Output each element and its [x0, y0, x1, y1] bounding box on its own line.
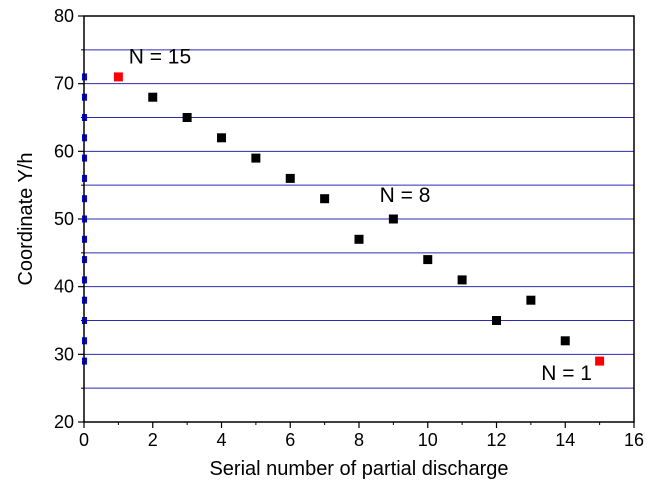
- x-tick-label: 16: [624, 430, 644, 450]
- y-tick-label: 30: [54, 344, 74, 364]
- y-tick-label: 70: [54, 74, 74, 94]
- point-series: [113, 72, 605, 366]
- y-tick-label: 60: [54, 141, 74, 161]
- axis-ticks: [78, 15, 635, 428]
- data-point: [526, 295, 536, 305]
- data-point: [457, 275, 467, 285]
- x-tick-label: 6: [285, 430, 295, 450]
- annotations: N = 15 N = 8 N = 1: [129, 45, 592, 385]
- annotation-label: N = 8: [380, 184, 431, 207]
- data-point: [354, 234, 364, 244]
- y-tick-label: 80: [54, 6, 74, 26]
- x-axis-label: Serial number of partial discharge: [209, 458, 508, 480]
- data-point: [423, 255, 433, 265]
- x-tick-label: 4: [216, 430, 226, 450]
- data-point: [560, 336, 570, 346]
- data-point: [388, 214, 398, 224]
- data-point: [251, 153, 261, 163]
- y-tick-label: 20: [54, 412, 74, 432]
- x-tick-label: 10: [418, 430, 438, 450]
- x-tick-label: 12: [486, 430, 506, 450]
- gridlines: [84, 49, 634, 389]
- data-point: [285, 173, 295, 183]
- plot-frame: [83, 15, 635, 423]
- x-tick-labels: 0 2 4 6 8 10 12 14 16: [79, 430, 644, 450]
- data-point: [182, 113, 192, 122]
- x-tick-label: 0: [79, 430, 89, 450]
- y-axis-label: Coordinate Y/h: [15, 152, 37, 285]
- data-point: [148, 92, 158, 102]
- data-point: [320, 194, 330, 204]
- y-tick-label: 50: [54, 209, 74, 229]
- y-tick-labels: 20 30 40 50 60 70 80: [54, 6, 74, 432]
- data-point: [492, 316, 501, 325]
- x-tick-label: 2: [148, 430, 158, 450]
- data-point: [217, 133, 226, 143]
- annotation-label: N = 15: [129, 45, 191, 68]
- data-point: [113, 72, 123, 82]
- annotation-label: N = 1: [541, 362, 592, 385]
- x-tick-label: 14: [555, 430, 575, 450]
- data-point: [595, 356, 605, 366]
- y-tick-label: 40: [54, 277, 74, 297]
- x-tick-label: 8: [354, 430, 364, 450]
